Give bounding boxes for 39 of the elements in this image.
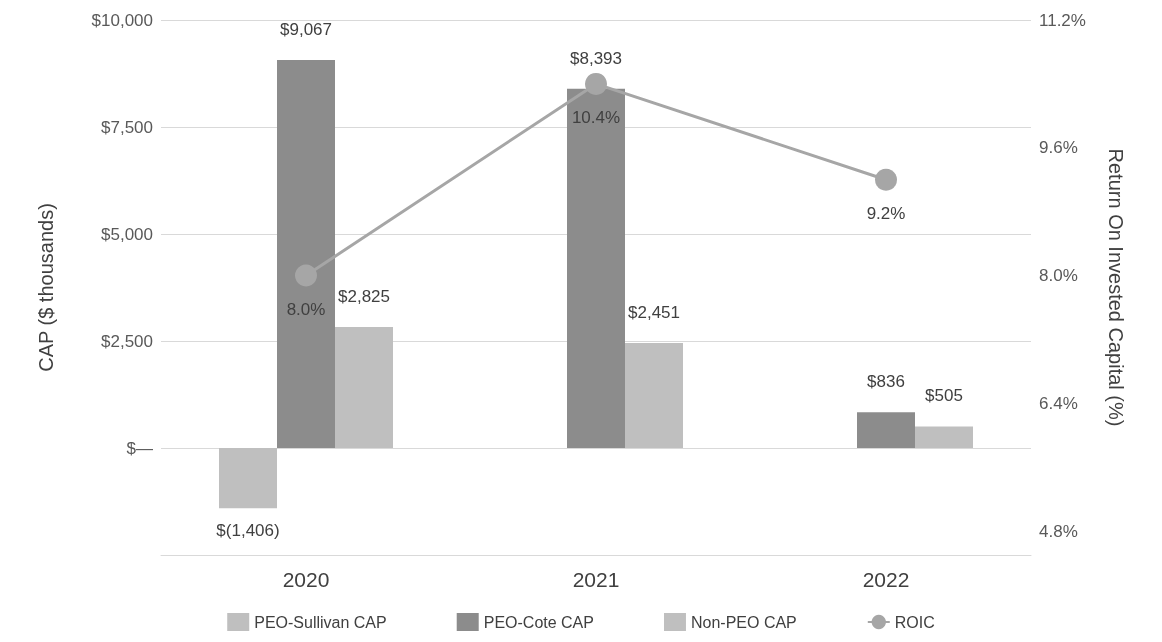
legend-label: PEO-Cote CAP [483,613,594,631]
data-label: $2,451 [628,303,680,323]
data-label: $9,067 [280,19,332,39]
data-label: 10.4% [571,107,621,127]
legend-label: ROIC [894,613,935,631]
data-label: $836 [867,372,905,392]
data-label: $2,825 [338,287,390,307]
x-tick-label: 2021 [572,568,620,591]
legend-label: Non-PEO CAP [690,613,797,631]
y2-tick-label: 9.6% [1039,138,1078,158]
bar [567,88,625,448]
bar [625,343,683,448]
data-label: 9.2% [866,203,906,223]
bar [915,426,973,448]
bar [277,59,335,448]
bar [219,448,277,509]
y-tick-label: $2,500 [101,331,153,351]
point [295,264,317,287]
y2-tick-label: 11.2% [1039,10,1086,30]
y-tick-label: $10,000 [91,10,153,30]
x-tick-label: 2022 [862,568,910,591]
y-tick-label: $— [126,438,153,458]
bar [857,412,915,448]
bar [335,327,393,448]
y-axis-title: CAP ($ thousands) [35,203,57,372]
y-tick-label: $5,000 [101,224,153,244]
data-label: 8.0% [286,299,326,319]
point [875,168,897,191]
x-tick-label: 2020 [282,568,330,591]
y-tick-label: $7,500 [101,117,153,137]
legend-label: PEO-Sullivan CAP [254,613,387,631]
y2-tick-label: 4.8% [1039,521,1078,541]
y2-axis-title: Return On Invested Capital (%) [1105,148,1127,427]
data-label: $8,393 [570,48,622,68]
y2-tick-label: 6.4% [1039,393,1078,413]
y2-tick-label: 8.0% [1039,266,1078,286]
data-label: $505 [925,386,963,406]
data-label: $(1,406) [216,521,280,541]
point [585,72,607,95]
